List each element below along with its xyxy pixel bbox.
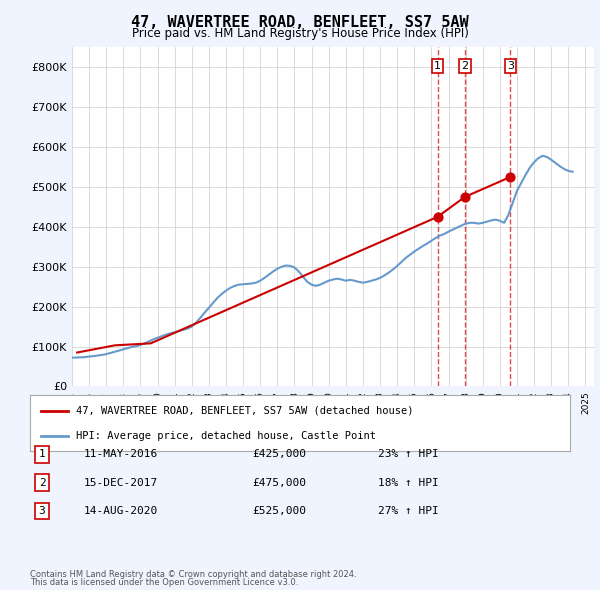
Point: [433, 212, 442, 222]
Text: 3: 3: [507, 61, 514, 71]
Text: 18% ↑ HPI: 18% ↑ HPI: [378, 478, 439, 487]
Text: 27% ↑ HPI: 27% ↑ HPI: [378, 506, 439, 516]
Text: 15-DEC-2017: 15-DEC-2017: [84, 478, 158, 487]
Text: HPI: Average price, detached house, Castle Point: HPI: Average price, detached house, Cast…: [76, 431, 376, 441]
Point: [506, 172, 515, 182]
Text: Price paid vs. HM Land Registry's House Price Index (HPI): Price paid vs. HM Land Registry's House …: [131, 27, 469, 40]
Text: 3: 3: [38, 506, 46, 516]
Text: This data is licensed under the Open Government Licence v3.0.: This data is licensed under the Open Gov…: [30, 578, 298, 587]
Text: 23% ↑ HPI: 23% ↑ HPI: [378, 450, 439, 459]
Text: 1: 1: [434, 61, 441, 71]
Text: Contains HM Land Registry data © Crown copyright and database right 2024.: Contains HM Land Registry data © Crown c…: [30, 571, 356, 579]
Text: 1: 1: [38, 450, 46, 459]
Text: 2: 2: [38, 478, 46, 487]
Text: £425,000: £425,000: [252, 450, 306, 459]
Text: 11-MAY-2016: 11-MAY-2016: [84, 450, 158, 459]
Text: £525,000: £525,000: [252, 506, 306, 516]
Text: 47, WAVERTREE ROAD, BENFLEET, SS7 5AW (detached house): 47, WAVERTREE ROAD, BENFLEET, SS7 5AW (d…: [76, 406, 413, 416]
Text: 47, WAVERTREE ROAD, BENFLEET, SS7 5AW: 47, WAVERTREE ROAD, BENFLEET, SS7 5AW: [131, 15, 469, 30]
Point: [460, 192, 470, 202]
Text: £475,000: £475,000: [252, 478, 306, 487]
Text: 2: 2: [461, 61, 469, 71]
Text: 14-AUG-2020: 14-AUG-2020: [84, 506, 158, 516]
